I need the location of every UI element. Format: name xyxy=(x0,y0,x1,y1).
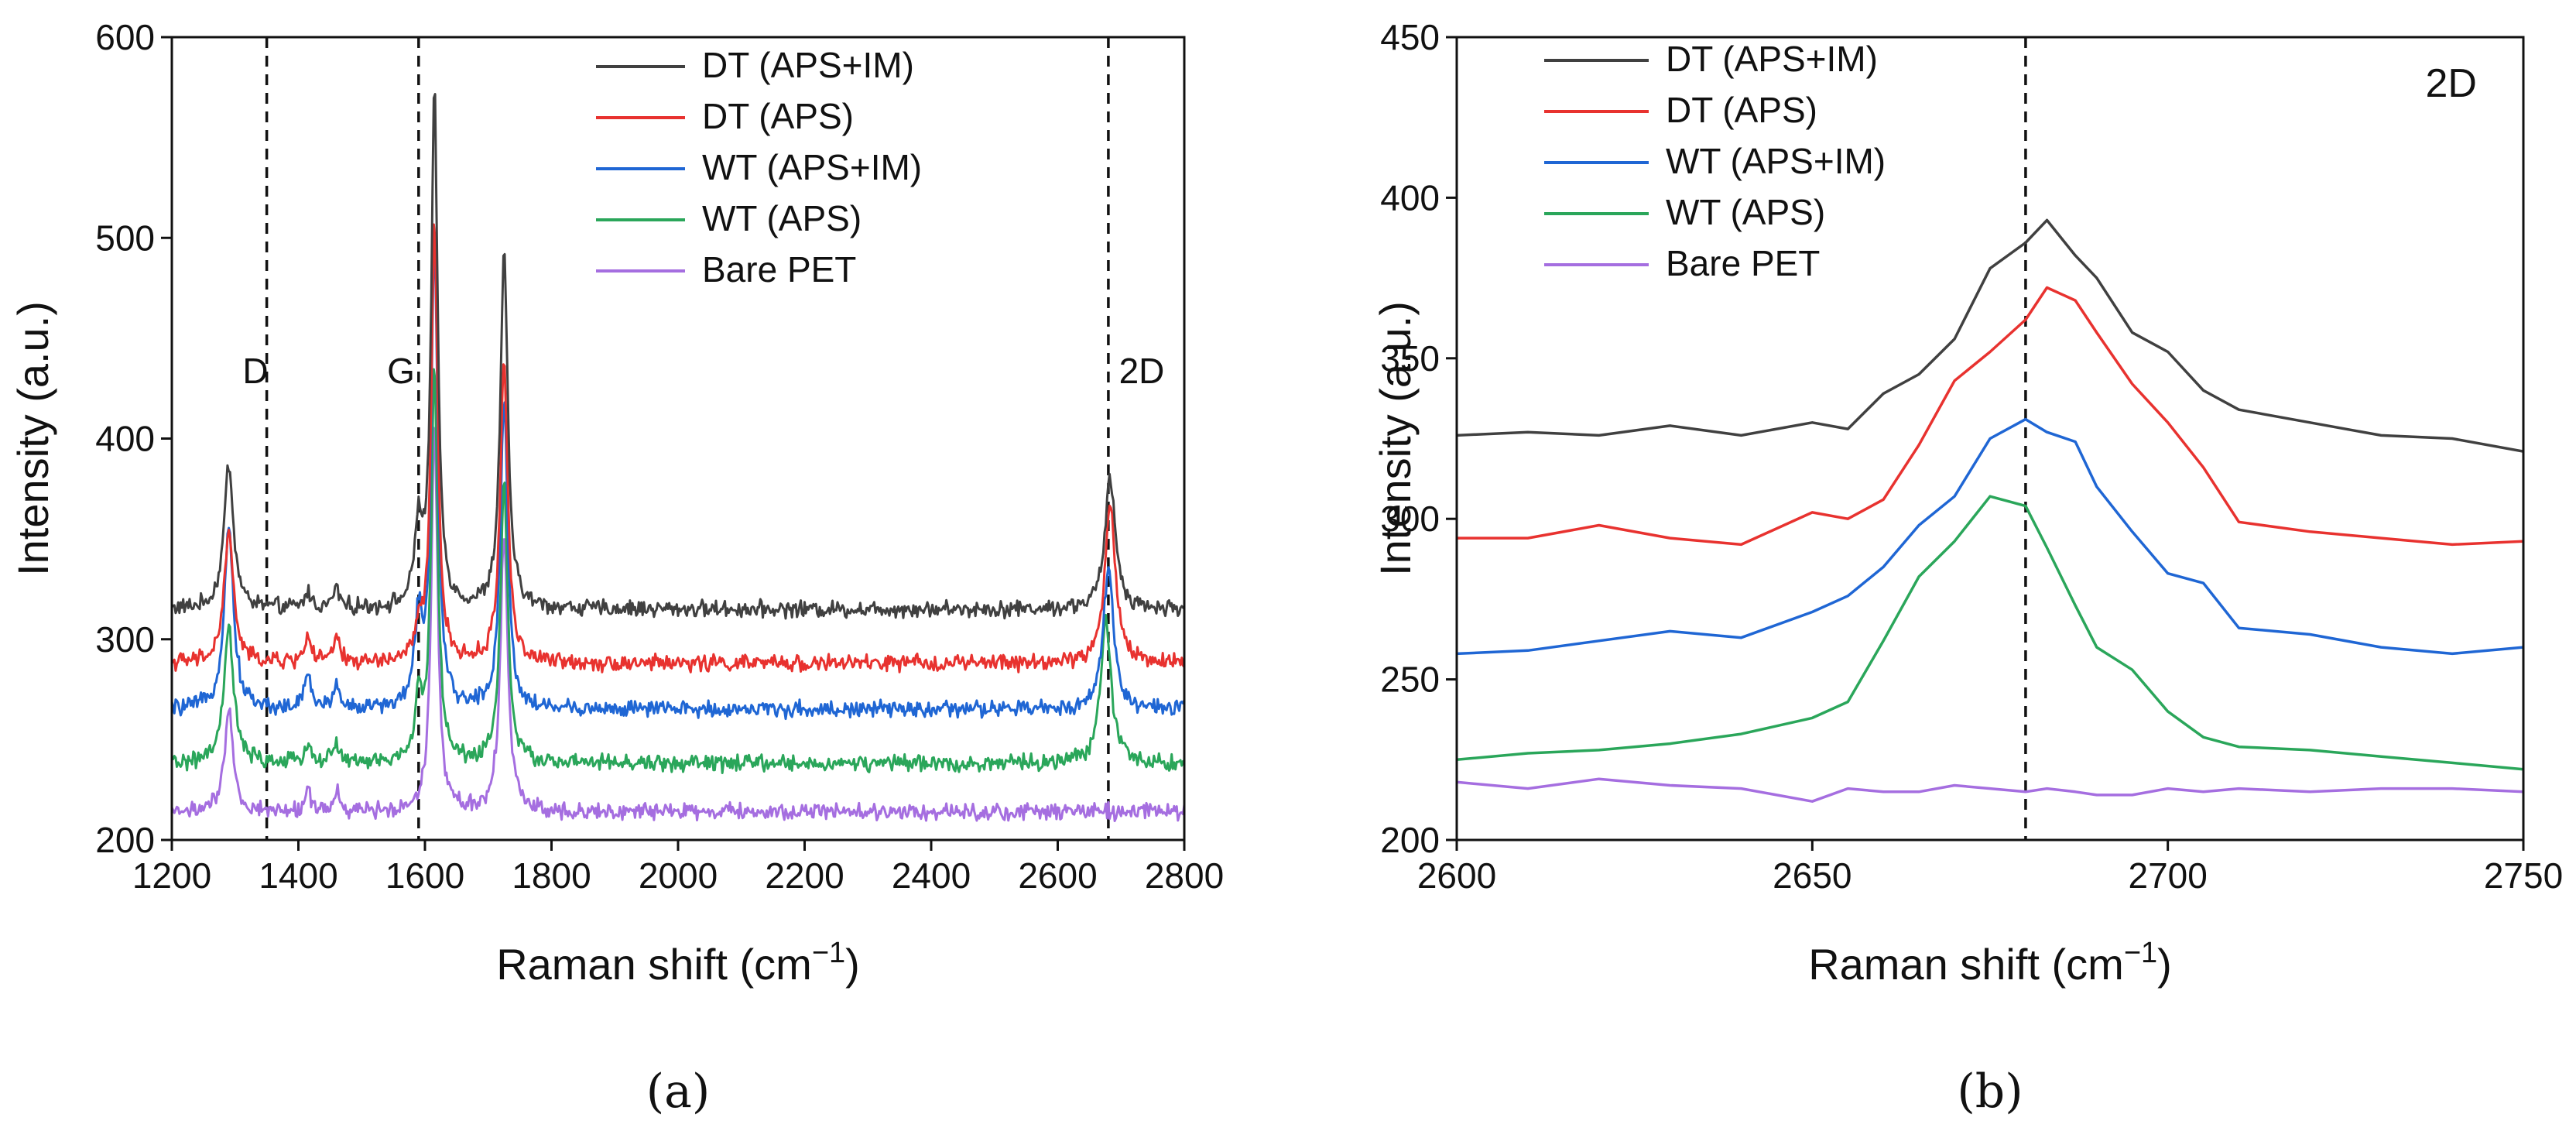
y-tick-label: 300 xyxy=(95,619,155,660)
x-tick-label: 2650 xyxy=(1773,855,1852,896)
series-line-wt-aps-im xyxy=(1457,417,2523,656)
x-tick-label: 1400 xyxy=(259,855,337,896)
legend-label-bare-pet: Bare PET xyxy=(702,249,856,290)
y-tick-label: 200 xyxy=(95,820,155,860)
chart-a-x-ticks: 1200 1400 1600 1800 2000 2200 2400 2600 2800 xyxy=(132,840,1224,896)
x-tick-label: 1600 xyxy=(385,855,464,896)
chart-b-frame xyxy=(1455,36,2525,842)
y-tick-label: 250 xyxy=(1380,660,1440,700)
x-tick-label: 2600 xyxy=(1417,855,1496,896)
legend-label-dt-aps: DT (APS) xyxy=(1666,90,1817,130)
series-line-wt-aps-im xyxy=(172,245,1184,721)
chart-a-y-ticks: 200 300 400 500 600 xyxy=(95,17,172,860)
chart-b-x-axis-title: Raman shift (cm−1) xyxy=(1808,937,2172,989)
y-tick-label: 450 xyxy=(1380,17,1440,57)
legend-label-dt-aps: DT (APS) xyxy=(702,96,854,136)
x-tick-label: 2700 xyxy=(2128,855,2207,896)
chart-b-y-ticks: 200 250 300 350 400 450 xyxy=(1380,17,1457,860)
legend-label-wt-aps: WT (APS) xyxy=(1666,192,1825,232)
y-tick-label: 500 xyxy=(95,218,155,258)
chart-a-x-axis-title-main: Raman shift (cm xyxy=(496,940,812,989)
chart-a-y-axis-title: Intensity (a.u.) xyxy=(9,301,57,576)
x-tick-label: 2200 xyxy=(765,855,844,896)
legend-label-wt-aps-im: WT (APS+IM) xyxy=(702,147,922,187)
y-tick-label: 350 xyxy=(1380,338,1440,379)
series-line-dt-aps xyxy=(172,223,1184,674)
y-tick-label: 400 xyxy=(95,419,155,459)
x-tick-label: 2000 xyxy=(639,855,718,896)
chart-a-x-axis-title-sup: −1 xyxy=(812,937,845,969)
peak-label-2d: 2D xyxy=(1119,351,1165,391)
chart-b-series xyxy=(1457,218,2523,803)
y-tick-label: 200 xyxy=(1380,820,1440,860)
legend-label-wt-aps: WT (APS) xyxy=(702,198,862,238)
series-line-bare-pet xyxy=(172,427,1184,822)
legend-label-dt-aps-im: DT (APS+IM) xyxy=(702,45,914,85)
chart-a-x-axis-title: Raman shift (cm−1) xyxy=(496,937,860,989)
series-line-wt-aps xyxy=(1457,495,2523,771)
legend-label-wt-aps-im: WT (APS+IM) xyxy=(1666,141,1886,181)
chart-b-panel-label: (b) xyxy=(1957,1064,2023,1119)
x-tick-label: 2800 xyxy=(1145,855,1224,896)
x-tick-label: 1800 xyxy=(512,855,591,896)
chart-b-x-axis-title-close: ) xyxy=(2157,940,2172,989)
chart-b-legend: DT (APS+IM) DT (APS) WT (APS+IM) WT (APS) Ba… xyxy=(1544,39,1886,283)
y-tick-label: 300 xyxy=(1380,499,1440,539)
x-tick-label: 1200 xyxy=(132,855,211,896)
x-tick-label: 2400 xyxy=(892,855,971,896)
chart-b-x-axis-title-main: Raman shift (cm xyxy=(1808,940,2124,989)
chart-a-frame xyxy=(170,36,1186,842)
legend-label-dt-aps-im: DT (APS+IM) xyxy=(1666,39,1878,79)
peak-label-g: G xyxy=(387,351,415,391)
x-tick-label: 2750 xyxy=(2484,855,2563,896)
series-line-dt-aps xyxy=(1457,286,2523,547)
series-line-dt-aps-im xyxy=(172,93,1184,620)
chart-a-panel-label: (a) xyxy=(646,1064,711,1119)
y-tick-label: 600 xyxy=(95,17,155,57)
series-line-dt-aps-im xyxy=(1457,218,2523,453)
legend-label-bare-pet: Bare PET xyxy=(1666,243,1820,283)
peak-label-d: D xyxy=(242,351,268,391)
y-tick-label: 400 xyxy=(1380,177,1440,218)
chart-a-series xyxy=(172,93,1184,822)
x-tick-label: 2600 xyxy=(1018,855,1097,896)
chart-a-legend: DT (APS+IM) DT (APS) WT (APS+IM) WT (APS) Ba… xyxy=(596,45,922,290)
chart-panel-b: 2600 2650 2700 2750 200 250 300 350 400 450 DT (… xyxy=(1371,17,2563,1119)
chart-b-title: 2D xyxy=(2426,61,2477,106)
chart-panel-a: D G 2D 1200 1400 1600 1800 2000 2200 2400 2600 280… xyxy=(9,17,1224,1119)
chart-a-x-axis-title-close: ) xyxy=(845,940,860,989)
series-line-bare-pet xyxy=(1457,777,2523,803)
series-line-wt-aps xyxy=(172,368,1184,774)
chart-b-x-ticks: 2600 2650 2700 2750 xyxy=(1417,840,2563,896)
chart-b-x-axis-title-sup: −1 xyxy=(2124,937,2157,969)
chart-b-y-axis-title: Intensity (a.u.) xyxy=(1371,301,1420,576)
